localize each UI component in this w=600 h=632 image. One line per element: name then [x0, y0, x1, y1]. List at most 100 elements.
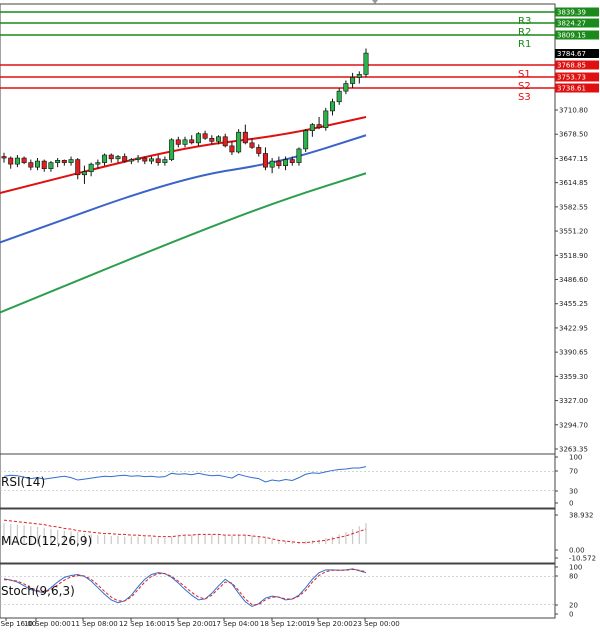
candle-bull: [323, 110, 329, 128]
macd-histogram-bar: [16, 524, 19, 545]
price-tick-label: 3486.60: [559, 276, 588, 284]
macd-histogram-bar: [224, 535, 226, 545]
indicator-tick-label: 38.932: [569, 512, 594, 520]
price-tick-label: 3551.20: [559, 228, 588, 236]
macd-histogram-bar: [251, 535, 253, 545]
stoch-label: Stoch(9,6,3): [1, 584, 75, 598]
price-tick-label: 3263.35: [559, 446, 588, 454]
ma-line-ma-short: [0, 116, 367, 194]
candle-bull: [14, 157, 20, 165]
macd-histogram-bar: [170, 536, 173, 545]
candle-bull: [35, 160, 41, 168]
current-price-label: 3784.67: [557, 50, 586, 58]
time-tick-label: 17 Sep 04:00: [212, 620, 259, 628]
macd-histogram-bar: [278, 540, 280, 545]
time-tick-label: 15 Sep 20:00: [166, 620, 213, 628]
candle-bull: [95, 162, 101, 165]
macd-histogram-bar: [258, 536, 260, 545]
candle-bear: [21, 157, 27, 163]
level-name-r3: R3: [518, 16, 531, 27]
macd-histogram-bar: [284, 541, 287, 545]
candle-bear: [209, 137, 215, 142]
candle-bear: [61, 160, 67, 163]
price-tick-label: 3359.30: [559, 373, 588, 381]
candle-bull: [128, 159, 134, 162]
macd-histogram-bar: [177, 536, 179, 545]
candle-bear: [41, 160, 47, 169]
macd-histogram-bar: [43, 527, 45, 545]
candle-bear: [276, 160, 282, 166]
macd-histogram-bar: [10, 523, 12, 545]
price-tick-label: 3582.55: [559, 203, 588, 211]
candle-bull: [88, 163, 94, 173]
macd-histogram-bar: [211, 534, 213, 545]
level-price-tags: 3839.39 3824.27 3809.15 3768.85 3753.73 3738.…: [555, 7, 599, 93]
level-tag-s1: 3768.85: [557, 62, 586, 70]
candle-bull: [169, 139, 175, 160]
candle-bull: [135, 157, 141, 160]
price-tick-label: 3327.00: [559, 397, 588, 405]
candle-bull: [182, 139, 188, 145]
indicator-tick-label: -10.572: [569, 555, 596, 563]
candle-bear: [189, 139, 195, 144]
candle-bear: [256, 147, 262, 154]
macd-histogram-bar: [238, 535, 240, 545]
candle-bull: [363, 52, 369, 75]
macd-histogram-bar: [57, 529, 59, 545]
level-tag-bg-r1: [555, 30, 599, 40]
macd-histogram-bar: [137, 536, 139, 545]
macd-histogram-bar: [117, 535, 119, 545]
macd-histogram-bar: [36, 526, 39, 545]
stoch-k-line: [3, 568, 367, 608]
candle-bull: [48, 162, 54, 169]
candle-bull: [329, 101, 335, 112]
scroll-arrow-icon[interactable]: [372, 0, 378, 4]
candle-bear: [202, 133, 208, 139]
macd-histogram-bar: [197, 534, 200, 545]
indicator-tick-label: 0: [569, 500, 573, 508]
candle-bull: [102, 154, 108, 163]
macd-histogram-bar: [204, 534, 206, 545]
macd-histogram-bar: [191, 535, 193, 545]
candle-bull: [309, 124, 315, 131]
candle-bull: [356, 74, 362, 78]
indicator-tick-label: 100: [569, 564, 582, 572]
level-name-r2: R2: [518, 27, 531, 38]
level-name-r1: R1: [518, 39, 531, 50]
rsi-pane: RSI(14) 100 70 30 0: [0, 453, 582, 509]
candle-bear: [175, 139, 181, 145]
macd-histogram-bar: [83, 533, 86, 545]
macd-histogram-bar: [338, 534, 340, 545]
price-tick-label: 3614.85: [559, 179, 588, 187]
candle-bull: [81, 171, 87, 176]
macd-histogram-bar: [264, 538, 267, 545]
ma-line-ma-long: [0, 172, 367, 314]
macd-histogram-bar: [90, 534, 92, 545]
level-tag-s2: 3753.73: [557, 74, 586, 82]
rsi-label: RSI(14): [1, 475, 45, 489]
macd-histogram-bar: [291, 541, 293, 545]
macd-histogram-bar: [130, 536, 132, 545]
indicator-tick-label: 70: [569, 468, 578, 476]
candle-bull: [336, 90, 342, 103]
macd-histogram-bar: [144, 537, 146, 545]
level-tag-r2: 3824.27: [557, 20, 586, 28]
candle-bear: [122, 156, 128, 162]
level-tag-bg-r3: [555, 7, 599, 17]
level-name-s2: S2: [518, 81, 531, 92]
candle-bear: [242, 131, 248, 144]
time-tick-label: 9 Sep 16:00: [0, 620, 36, 628]
candle-bear: [222, 136, 228, 147]
candle-bull: [55, 160, 61, 163]
macd-histogram-bar: [110, 535, 112, 545]
current-price-tag: [555, 49, 599, 58]
macd-label: MACD(12,26,9): [1, 534, 92, 548]
macd-histogram-bar: [70, 531, 72, 545]
macd-histogram-bar: [318, 539, 320, 545]
candle-bull: [296, 148, 302, 163]
macd-histogram-bar: [63, 530, 65, 545]
level-tag-r1: 3809.15: [557, 32, 586, 40]
